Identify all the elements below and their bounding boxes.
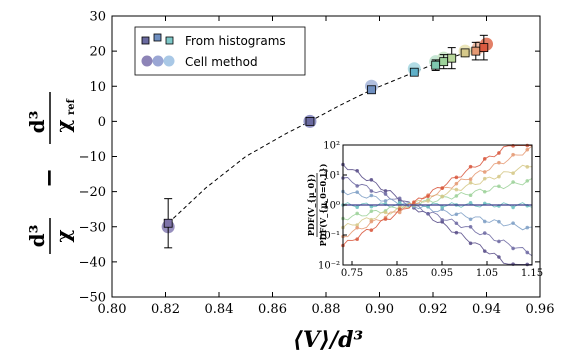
legend-frame <box>134 26 306 76</box>
inset-curves <box>341 143 533 267</box>
x-tick-label: 0.90 <box>365 302 394 317</box>
inset-x-tick-label: 1.15 <box>521 268 543 279</box>
histogram-point <box>163 218 173 228</box>
inset-x-ticks: 0.75 0.85 0.95 1.05 1.15 <box>341 261 543 279</box>
inset-curve <box>342 164 533 228</box>
inset-plot: 0.75 0.85 0.95 1.05 1.15 10⁻² 10⁻¹ 10⁰ 10¹ 10² P… <box>306 141 543 280</box>
inset-x-tick-label: 0.95 <box>431 268 453 279</box>
ylabel-b-num: d³ <box>25 111 49 134</box>
ylabel-a-num: d³ <box>25 225 49 248</box>
x-tick-label: 0.94 <box>472 302 501 317</box>
inset-x-tick-label: 1.05 <box>476 268 498 279</box>
x-tick-label: 0.96 <box>526 302 555 317</box>
y-tick-label: 20 <box>89 45 106 60</box>
histogram-point <box>439 57 449 67</box>
histogram-point <box>305 116 315 126</box>
inset-y-tick-label: 10² <box>323 141 340 152</box>
inset-curve <box>342 145 532 246</box>
histogram-points <box>163 34 489 249</box>
ylabel-b-sub: ref <box>66 98 77 115</box>
x-ticks: 0.80 0.82 0.84 0.86 0.88 0.90 0.92 0.94 0.96 <box>98 16 555 317</box>
y-tick-label: −30 <box>79 220 106 235</box>
legend-marker-histograms <box>141 33 174 45</box>
inset-ylabel-den: PDF(V_{μ_0=0.1}) <box>318 163 328 246</box>
inset-y-label: PDF(V_{μ_0}) PDF(V_{μ_0=0.1}) <box>306 163 328 246</box>
y-tick-label: −20 <box>79 185 106 200</box>
y-tick-label: 0 <box>98 115 106 130</box>
inset-curve <box>342 191 533 231</box>
y-tick-label: −10 <box>79 150 106 165</box>
x-tick-label: 0.82 <box>151 302 180 317</box>
legend-marker-cell <box>141 55 175 67</box>
inset-ylabel-num: PDF(V_{μ_0}) <box>306 174 316 236</box>
x-tick-label: 0.88 <box>312 302 341 317</box>
histogram-point <box>479 43 489 53</box>
y-ticks: 30 20 10 0 −10 −20 −30 −40 −50 <box>79 10 540 306</box>
y-tick-label: 30 <box>89 10 106 25</box>
inset-curve <box>342 145 533 238</box>
inset-curve <box>342 177 533 257</box>
x-tick-label: 0.86 <box>258 302 287 317</box>
inset-x-tick-label: 0.75 <box>341 268 363 279</box>
ylabel-a-den: χ <box>51 229 75 242</box>
inset-y-tick-label: 10¹ <box>323 171 340 182</box>
legend: From histograms Cell method <box>134 26 306 76</box>
inset-y-tick-label: 10⁻¹ <box>318 231 340 242</box>
ylabel-b-den: χ <box>51 119 75 132</box>
y-tick-label: −50 <box>79 291 106 306</box>
x-tick-label: 0.92 <box>419 302 448 317</box>
legend-label-cell: Cell method <box>185 55 258 69</box>
histogram-point <box>409 67 419 77</box>
inset-y-tick-label: 10⁻² <box>318 261 340 272</box>
ylabel-minus: − <box>34 168 63 188</box>
x-tick-label: 0.80 <box>98 302 127 317</box>
legend-label-histograms: From histograms <box>185 34 286 48</box>
inset-curve <box>342 164 532 265</box>
inset-y-tick-label: 10⁰ <box>323 201 340 212</box>
y-tick-label: 10 <box>89 80 106 95</box>
inset-y-ticks: 10⁻² 10⁻¹ 10⁰ 10¹ 10² <box>318 141 347 272</box>
histogram-point <box>367 85 376 95</box>
histogram-point <box>471 46 481 56</box>
x-tick-label: 0.84 <box>205 302 234 317</box>
y-tick-label: −40 <box>79 255 106 270</box>
histogram-point <box>431 60 441 70</box>
y-axis-label: d³ χ − d³ χ ref <box>25 92 77 254</box>
histogram-point <box>447 53 457 63</box>
inset-x-tick-label: 0.85 <box>386 268 408 279</box>
inset-curve <box>342 178 533 221</box>
histogram-point <box>460 48 470 58</box>
x-axis-label: ⟨V⟩/d³ <box>293 327 364 353</box>
main-plot: 0.80 0.82 0.84 0.86 0.88 0.90 0.92 0.94 0.96 30 2… <box>79 10 555 318</box>
